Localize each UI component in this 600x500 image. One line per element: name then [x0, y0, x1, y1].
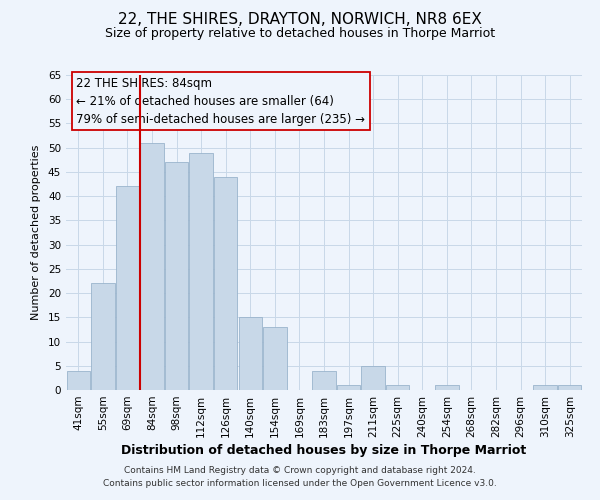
Bar [313, 370, 335, 390]
Bar [91, 284, 115, 390]
Bar [67, 370, 90, 390]
X-axis label: Distribution of detached houses by size in Thorpe Marriot: Distribution of detached houses by size … [121, 444, 527, 457]
Bar [190, 152, 213, 390]
Bar [337, 385, 360, 390]
Text: Size of property relative to detached houses in Thorpe Marriot: Size of property relative to detached ho… [105, 28, 495, 40]
Bar [116, 186, 139, 390]
Bar [435, 385, 458, 390]
Bar [533, 385, 557, 390]
Bar [558, 385, 581, 390]
Bar [361, 366, 385, 390]
Bar [239, 318, 262, 390]
Bar [263, 327, 287, 390]
Bar [386, 385, 409, 390]
Text: Contains HM Land Registry data © Crown copyright and database right 2024.
Contai: Contains HM Land Registry data © Crown c… [103, 466, 497, 487]
Text: 22 THE SHIRES: 84sqm
← 21% of detached houses are smaller (64)
79% of semi-detac: 22 THE SHIRES: 84sqm ← 21% of detached h… [76, 76, 365, 126]
Text: 22, THE SHIRES, DRAYTON, NORWICH, NR8 6EX: 22, THE SHIRES, DRAYTON, NORWICH, NR8 6E… [118, 12, 482, 28]
Bar [214, 177, 238, 390]
Y-axis label: Number of detached properties: Number of detached properties [31, 145, 41, 320]
Bar [140, 143, 164, 390]
Bar [165, 162, 188, 390]
